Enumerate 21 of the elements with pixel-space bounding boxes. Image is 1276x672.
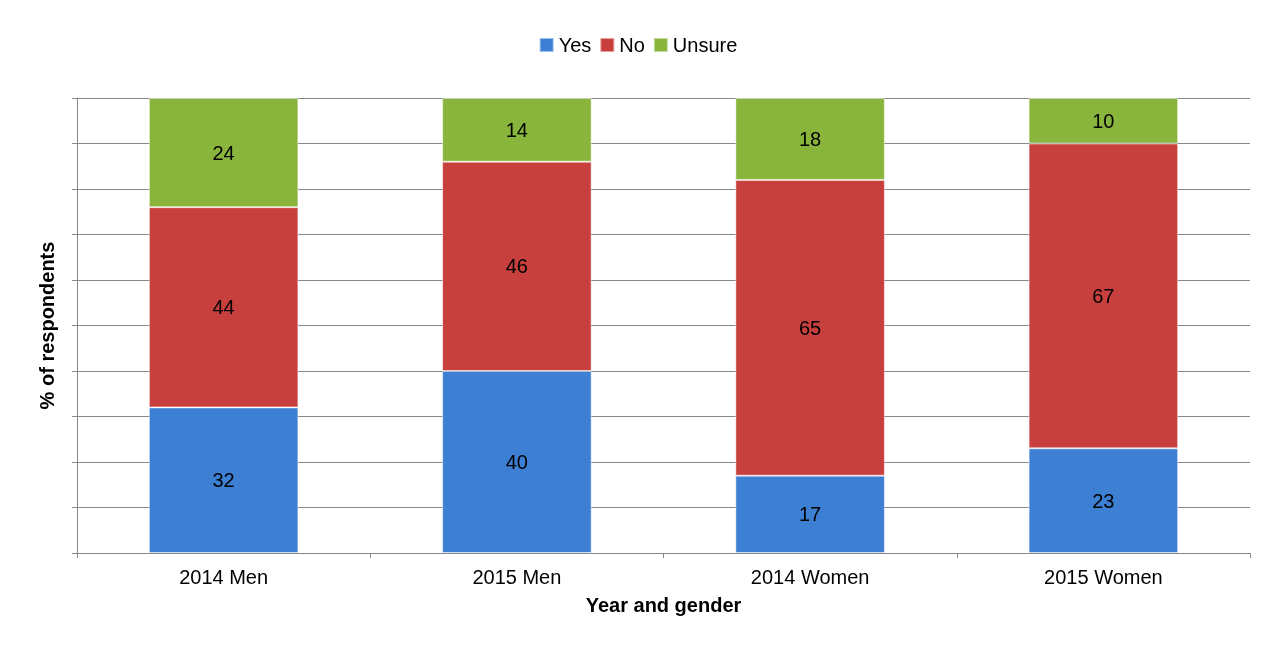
data-label: 44 bbox=[212, 296, 235, 319]
data-label: 17 bbox=[799, 503, 822, 526]
x-tick-label: 2015 Men bbox=[472, 566, 562, 588]
legend-label: No bbox=[619, 34, 645, 56]
data-label: 40 bbox=[505, 451, 528, 473]
data-label: 24 bbox=[212, 141, 235, 164]
data-label: 10 bbox=[1092, 109, 1115, 132]
x-axis-title: Year and gender bbox=[585, 594, 742, 616]
x-tick-label: 2014 Men bbox=[179, 566, 269, 588]
legend-label: Yes bbox=[558, 34, 592, 56]
data-label: 23 bbox=[1092, 489, 1115, 512]
x-tick-label: 2015 Women bbox=[1044, 566, 1163, 588]
y-axis-title: % of respondents bbox=[36, 241, 58, 410]
data-label: 14 bbox=[505, 118, 528, 141]
data-label: 65 bbox=[799, 316, 822, 339]
x-tick-label: 2014 Women bbox=[750, 566, 870, 588]
data-label: 18 bbox=[799, 127, 822, 150]
legend-label: Unsure bbox=[672, 34, 738, 56]
data-label: 32 bbox=[212, 469, 235, 492]
data-label: 46 bbox=[505, 255, 528, 278]
data-label: 67 bbox=[1092, 284, 1115, 307]
